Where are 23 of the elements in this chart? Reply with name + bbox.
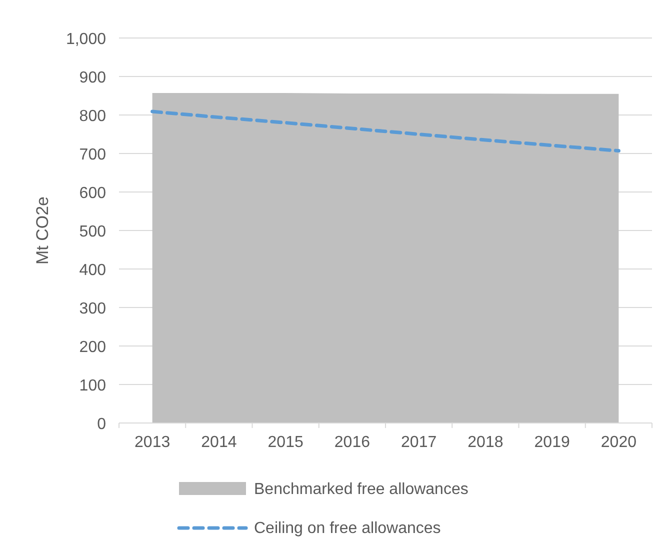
y-tick-label: 500 [79,224,106,240]
x-tick-label: 2014 [201,434,237,451]
x-tick-label: 2015 [268,434,304,451]
y-tick-label: 200 [79,339,106,356]
line-series [150,110,620,153]
legend-label: Ceiling on free allowances [254,520,441,537]
y-tick-label: 600 [79,185,106,202]
x-tick-label: 2017 [401,434,437,451]
y-tick-label: 400 [79,262,106,279]
x-tick-label: 2016 [334,434,370,451]
x-tick-label: 2019 [534,434,570,451]
y-tick-label: 100 [79,378,106,394]
x-tick-label: 2020 [600,434,637,451]
y-tick-label: 900 [79,70,106,86]
y-tick-label: 1,000 [66,31,106,48]
y-tick-label: 800 [79,108,106,125]
y-tick-label: 700 [79,146,106,164]
y-tick-label: 0 [97,416,106,433]
legend-label: Benchmarked free allowances [254,481,468,498]
x-tick-label: 2018 [468,434,504,451]
x-tick-label: 2013 [134,434,170,451]
y-tick-label: 300 [79,300,106,318]
y-axis-title: Mt CO2e [33,196,52,265]
